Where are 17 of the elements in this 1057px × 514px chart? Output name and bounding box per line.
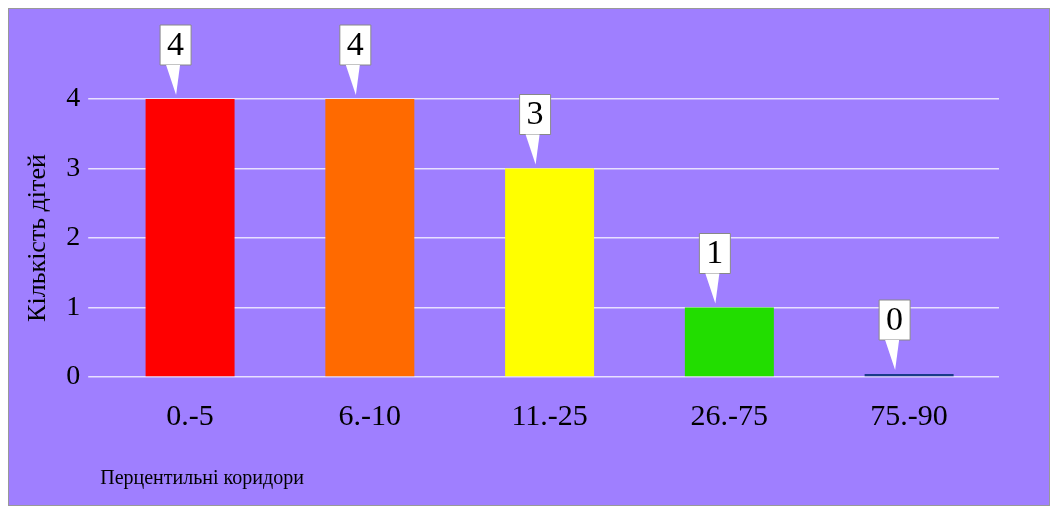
y-tick-label: 0 <box>66 359 81 391</box>
data-label: 1 <box>706 233 724 271</box>
y-tick-label: 2 <box>66 220 81 252</box>
x-tick-label: 11.-25 <box>511 397 588 431</box>
data-label: 3 <box>526 94 544 132</box>
data-label: 4 <box>167 24 185 62</box>
y-tick-label: 3 <box>66 150 81 182</box>
y-tick-label: 4 <box>66 81 81 113</box>
x-axis-title: Перцентильні коридори <box>100 466 305 490</box>
x-tick-label: 26.-75 <box>690 397 769 431</box>
data-label: 4 <box>346 24 364 62</box>
x-tick-label: 0.-5 <box>166 397 214 431</box>
y-tick-label: 1 <box>66 289 81 321</box>
x-tick-label: 6.-10 <box>338 397 402 431</box>
data-label: 0 <box>886 299 904 337</box>
y-axis-title: Кількість дітей <box>22 154 52 322</box>
x-tick-label: 75.-90 <box>870 397 948 431</box>
